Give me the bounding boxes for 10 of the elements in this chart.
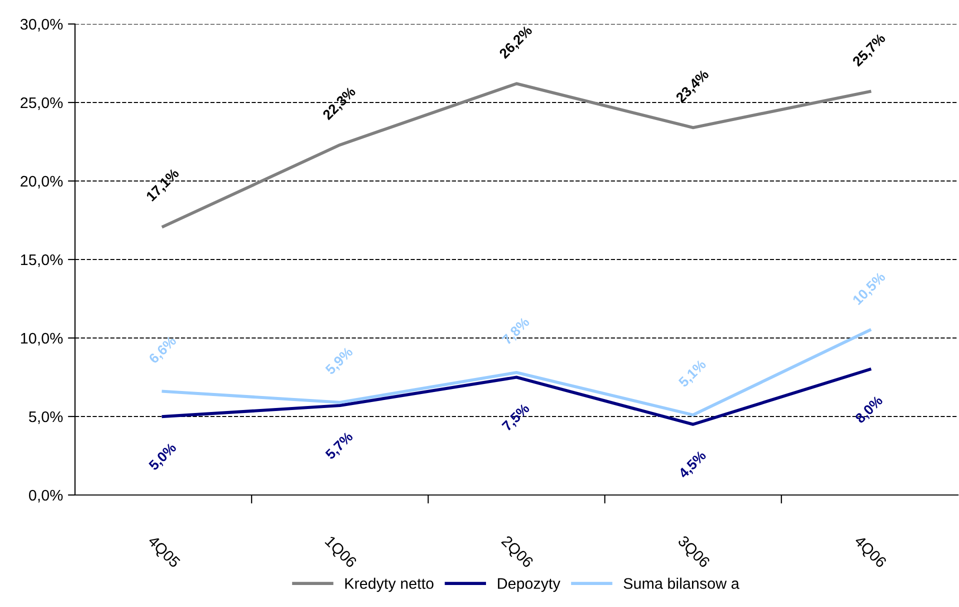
y-tick-label: 10,0%: [21, 332, 63, 346]
y-tick-label: 0,0%: [28, 490, 63, 502]
y-tick-label: 5,0%: [28, 411, 63, 424]
y-tick-label: 20,0%: [20, 176, 63, 188]
legend-label: Depozyty: [498, 578, 560, 592]
legend-label: Suma bilansow a: [624, 578, 740, 589]
y-tick-label: 15,0%: [21, 254, 63, 267]
y-tick-label: 30,0%: [20, 18, 63, 32]
y-tick-label: 25,0%: [20, 97, 63, 110]
legend-label: Kredyty netto: [345, 578, 434, 592]
